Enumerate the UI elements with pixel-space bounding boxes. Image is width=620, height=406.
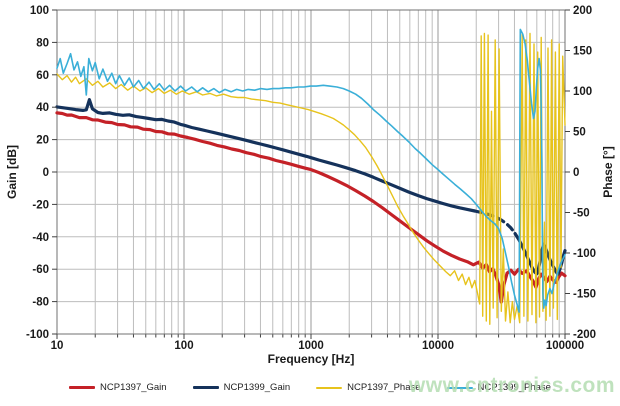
x-tick-label: 1000 (298, 340, 324, 352)
legend-label: NCP1397_Phase (347, 382, 421, 393)
right-tick-label: 200 (573, 5, 592, 17)
right-tick-label: 0 (573, 167, 579, 179)
left-tick-label: 0 (43, 167, 49, 179)
series-NCP1397_Gain (55, 111, 567, 304)
left-tick-label: 40 (36, 102, 49, 114)
legend-label: NCP1397_Gain (100, 382, 167, 393)
legend-swatch (192, 385, 219, 390)
left-tick-label: -80 (32, 297, 49, 309)
series-NCP1399_Gain (473, 209, 517, 236)
right-tick-label: -200 (573, 329, 596, 341)
legend: NCP1397_Gain NCP1399_Gain NCP1397_Phase NCP… (0, 382, 620, 393)
right-tick-label: -50 (573, 208, 590, 220)
left-tick-label: -40 (32, 232, 49, 244)
x-tick-label: 100000 (546, 340, 584, 352)
right-tick-label: 50 (573, 127, 586, 139)
left-tick-label: 20 (36, 135, 49, 147)
x-tick-label: 10 (51, 340, 64, 352)
left-tick-label: -60 (32, 264, 49, 276)
right-tick-label: 100 (573, 86, 592, 98)
x-tick-label: 100 (174, 340, 193, 352)
legend-item-ncp1397-gain: NCP1397_Gain (69, 382, 167, 393)
legend-item-ncp1399-gain: NCP1399_Gain (192, 382, 291, 393)
legend-label: NCP1399_Phase (477, 382, 551, 393)
legend-label: NCP1399_Gain (223, 382, 291, 393)
series-NCP1399_Gain (55, 98, 477, 213)
right-tick-label: -150 (573, 289, 596, 301)
legend-item-ncp1397-phase: NCP1397_Phase (316, 382, 421, 393)
legend-swatch (69, 385, 96, 390)
x-tick-label: 10000 (422, 340, 454, 352)
left-tick-label: -20 (32, 199, 49, 211)
legend-swatch (316, 386, 343, 389)
right-axis-title: Phase [°] (601, 146, 615, 198)
legend-item-ncp1399-phase: NCP1399_Phase (446, 382, 551, 393)
series-NCP1399_Phase (56, 28, 566, 313)
right-tick-label: 150 (573, 46, 592, 58)
left-tick-label: 80 (36, 37, 49, 49)
legend-swatch (446, 386, 473, 389)
left-tick-label: 60 (36, 70, 49, 82)
left-tick-label: -100 (26, 329, 49, 341)
left-tick-label: 100 (30, 5, 49, 17)
right-tick-label: -100 (573, 248, 596, 260)
left-axis-title: Gain [dB] (5, 145, 19, 199)
x-axis-title: Frequency [Hz] (267, 352, 355, 366)
series-NCP1397_Phase (56, 32, 566, 325)
